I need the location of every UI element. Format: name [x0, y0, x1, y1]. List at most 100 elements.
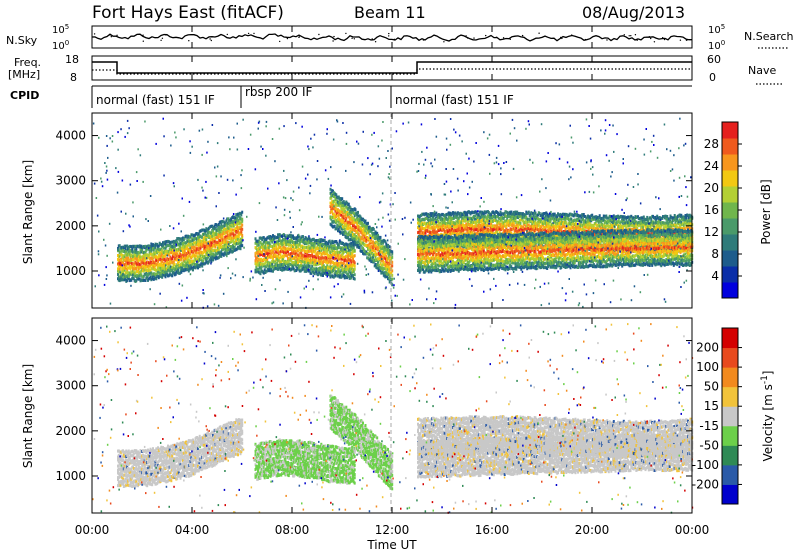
power-echo-cell — [225, 253, 228, 257]
power-echo-cell — [156, 242, 159, 246]
power-echo-cell — [123, 244, 126, 248]
power-echo-cell — [231, 246, 234, 250]
power-echo-cell — [232, 249, 234, 253]
power-echo-cell — [127, 266, 130, 270]
noise-search-point — [422, 39, 425, 41]
power-echo-cell — [237, 227, 239, 231]
power-echo-cell — [228, 250, 231, 254]
power-echo-cell — [126, 258, 129, 262]
power-echo-cell — [191, 266, 194, 270]
power-echo-cell — [180, 257, 183, 261]
power-echo-cell — [270, 264, 273, 268]
power-echo-cell — [197, 232, 200, 236]
power-echo-cell — [234, 216, 237, 220]
power-echo-cell — [188, 249, 191, 253]
power-echo-cell — [160, 258, 163, 262]
power-echo-cell — [207, 244, 209, 248]
power-echo-cell — [202, 259, 204, 263]
power-echo-cell — [142, 258, 144, 262]
power-echo-cell — [160, 268, 163, 272]
power-echo-cell — [353, 273, 356, 277]
power-echo-cell — [201, 235, 204, 239]
power-echo-cell — [257, 263, 259, 267]
power-echo-cell — [213, 224, 216, 228]
power-echo-cell — [162, 244, 164, 248]
power-echo-cell — [118, 254, 121, 258]
power-echo-cell — [254, 254, 257, 258]
noise-left-tick-top: 105 — [52, 23, 69, 36]
noise-search-point — [502, 37, 505, 39]
power-echo-cell — [217, 246, 219, 250]
noise-search-point — [465, 35, 467, 37]
power-echo-cell — [174, 252, 177, 256]
power-echo-cell — [266, 251, 269, 255]
power-echo-cell — [161, 270, 164, 274]
power-echo-cell — [264, 242, 267, 246]
power-echo-cell — [157, 268, 159, 271]
power-echo-cell — [136, 262, 139, 266]
power-echo-cell — [135, 267, 138, 271]
power-echo-cell — [196, 261, 199, 265]
power-echo-cell — [221, 234, 224, 238]
power-echo-cell — [134, 271, 137, 275]
power-echo-cell — [128, 264, 131, 268]
power-echo-cell — [229, 248, 232, 252]
cpid-segment-3: normal (fast) 151 IF — [395, 93, 514, 107]
freq-left-tick-top: 18 — [65, 53, 79, 66]
noise-search-point — [351, 37, 353, 39]
power-echo-cell — [197, 236, 199, 239]
power-echo-cell — [174, 240, 177, 244]
power-echo-cell — [266, 246, 269, 250]
power-echo-cell — [241, 234, 244, 237]
power-echo-cell — [135, 279, 138, 283]
noise-search-point — [161, 37, 164, 39]
power-echo-cell — [388, 245, 391, 249]
power-echo-cell — [201, 264, 204, 268]
power-echo-cell — [123, 273, 126, 277]
power-echo-cell — [160, 273, 163, 277]
power-echo-cell — [171, 257, 174, 261]
noise-search-point — [679, 39, 682, 41]
power-echo-cell — [190, 239, 193, 243]
power-echo-cell — [214, 257, 217, 261]
power-echo-cell — [240, 221, 243, 225]
power-echo-cell — [239, 227, 242, 231]
power-echo-cell — [192, 250, 194, 254]
power-echo-cell — [353, 254, 356, 258]
power-echo-cell — [230, 245, 233, 248]
noise-search-point — [333, 35, 335, 38]
power-echo-cell — [204, 232, 207, 236]
power-echo-cell — [367, 221, 369, 225]
power-echo-cell — [126, 278, 129, 282]
cpid-label: CPID — [10, 89, 39, 102]
power-echo-cell — [168, 257, 171, 261]
noise-search-point — [188, 40, 190, 42]
power-echo-cell — [153, 254, 156, 258]
power-echo-cell — [255, 241, 258, 245]
power-echo-cell — [254, 268, 257, 272]
power-echo-cell — [122, 273, 124, 276]
power-echo-cell — [192, 259, 195, 263]
power-echo-cell — [152, 265, 155, 269]
power-echo-cell — [259, 240, 262, 244]
power-echo-cell — [159, 263, 162, 267]
power-echo-cell — [223, 227, 226, 231]
power-echo-cell — [227, 240, 229, 244]
power-echo-cell — [137, 265, 139, 269]
power-echo-cell — [152, 274, 154, 278]
power-echo-cell — [204, 229, 207, 233]
power-echo-cell — [161, 252, 164, 256]
power-echo-cell — [182, 252, 184, 256]
power-echo-cell — [267, 235, 270, 239]
power-echo-cell — [205, 253, 208, 257]
power-echo-cell — [193, 249, 196, 253]
power-echo-cell — [195, 265, 198, 269]
power-echo-cell — [228, 231, 231, 235]
power-echo-cell — [258, 263, 261, 267]
noise-search-point — [521, 34, 524, 37]
power-echo-cell — [229, 228, 232, 231]
power-echo-cell — [220, 222, 223, 226]
nave-label: Nave — [748, 64, 776, 77]
power-echo-cell — [184, 257, 187, 261]
